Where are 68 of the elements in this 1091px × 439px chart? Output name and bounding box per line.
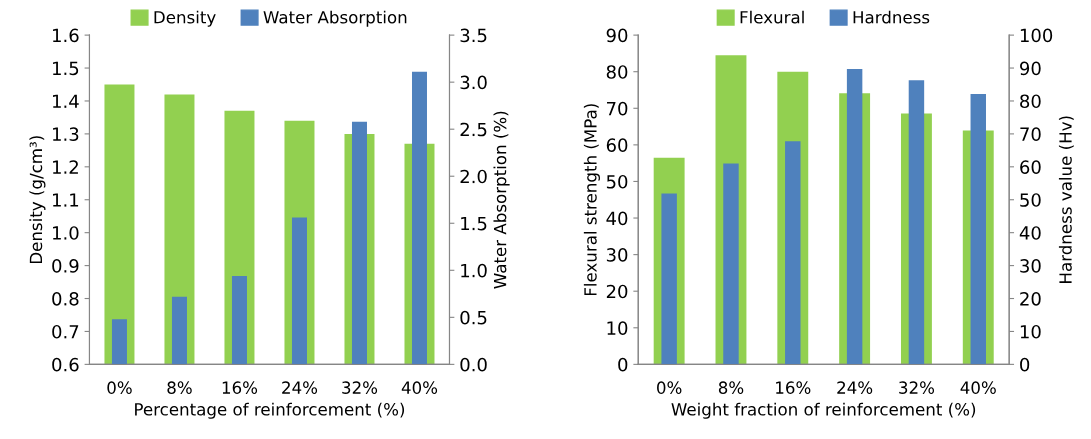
y-tick-label: 0.6 <box>52 357 79 372</box>
y2-tick-label: 70 <box>1020 127 1041 142</box>
y2-tick-label: 0.5 <box>460 310 487 325</box>
y2-tick-label: 10 <box>1020 324 1041 339</box>
x-tick-label: 32% <box>899 381 935 394</box>
y2-tick-label: 40 <box>1019 226 1041 240</box>
x-tick-label: 24% <box>282 381 318 394</box>
y-tick-label: 1.2 <box>53 160 78 174</box>
y-tick-label: 10 <box>607 321 628 335</box>
bar <box>231 275 247 365</box>
y-tick-label: 1.6 <box>53 28 79 43</box>
y-axis-title: Density (g/cm³) <box>29 136 46 264</box>
x-tick-label: 40% <box>960 381 996 394</box>
bar <box>291 217 307 365</box>
y-axis-title: Flexural strength (MPa) <box>583 104 600 296</box>
y2-tick-label: 0.0 <box>460 357 487 372</box>
y-tick-label: 1.3 <box>53 127 79 142</box>
y2-tick-label: 50 <box>1020 193 1041 207</box>
x-axis-title: Percentage of reinforcement (%) <box>135 402 405 419</box>
y2-tick-label: 3.5 <box>460 28 487 43</box>
y-tick-label: 20 <box>606 284 628 299</box>
bar <box>723 163 739 365</box>
x-tick-label: 0% <box>107 381 132 394</box>
y2-tick-label: 30 <box>1020 259 1041 273</box>
y2-tick-label: 2.5 <box>460 122 487 137</box>
y-tick-label: 1.5 <box>53 61 79 76</box>
y-tick-label: 80 <box>606 65 628 79</box>
bar <box>785 141 801 365</box>
legend-label: Flexural <box>740 10 804 24</box>
x-tick-label: 32% <box>342 381 378 394</box>
y-tick-label: 1.4 <box>53 94 79 108</box>
y-tick-label: 70 <box>607 101 628 116</box>
x-axis-title: Weight fraction of reinforcement (%) <box>671 402 976 419</box>
y-tick-label: 50 <box>606 174 628 189</box>
y-tick-label: 30 <box>606 248 628 262</box>
y-tick-label: 0.9 <box>52 259 79 273</box>
y2-tick-label: 2.0 <box>460 169 487 184</box>
y2-tick-label: 1.0 <box>461 263 487 278</box>
y2-axis-title: Hardness value (Hv) <box>1058 116 1074 283</box>
y2-axis-title: Water Absorption (%) <box>493 111 510 289</box>
legend-label: Water Absorption <box>263 10 407 27</box>
y2-tick-label: 90 <box>1020 61 1041 76</box>
bar <box>171 296 187 365</box>
y2-tick-label: 3.0 <box>460 75 487 90</box>
y-tick-label: 1.0 <box>53 226 79 240</box>
x-tick-label: 16% <box>222 381 258 394</box>
y2-tick-label: 100 <box>1020 28 1053 43</box>
x-tick-label: 8% <box>718 381 744 394</box>
y-tick-label: 40 <box>606 211 628 226</box>
y-tick-label: 0 <box>618 357 628 372</box>
y-tick-label: 90 <box>606 28 628 43</box>
y2-tick-label: 0 <box>1020 357 1030 372</box>
legend-label: Density <box>154 10 216 27</box>
y-tick-label: 60 <box>606 138 628 152</box>
x-tick-label: 40% <box>401 381 438 394</box>
bar <box>111 319 127 365</box>
x-tick-label: 16% <box>776 381 811 394</box>
y2-tick-label: 80 <box>1020 94 1041 109</box>
x-tick-label: 0% <box>657 381 682 394</box>
x-tick-label: 24% <box>837 381 873 394</box>
y2-tick-label: 60 <box>1020 160 1041 174</box>
y-tick-label: 0.7 <box>52 324 79 339</box>
y-tick-label: 0.8 <box>52 291 79 306</box>
x-tick-label: 8% <box>167 381 192 394</box>
y2-tick-label: 20 <box>1020 291 1041 306</box>
y2-tick-label: 1.5 <box>461 216 487 231</box>
y-tick-label: 1.1 <box>53 193 79 207</box>
legend-label: Hardness <box>853 10 930 24</box>
